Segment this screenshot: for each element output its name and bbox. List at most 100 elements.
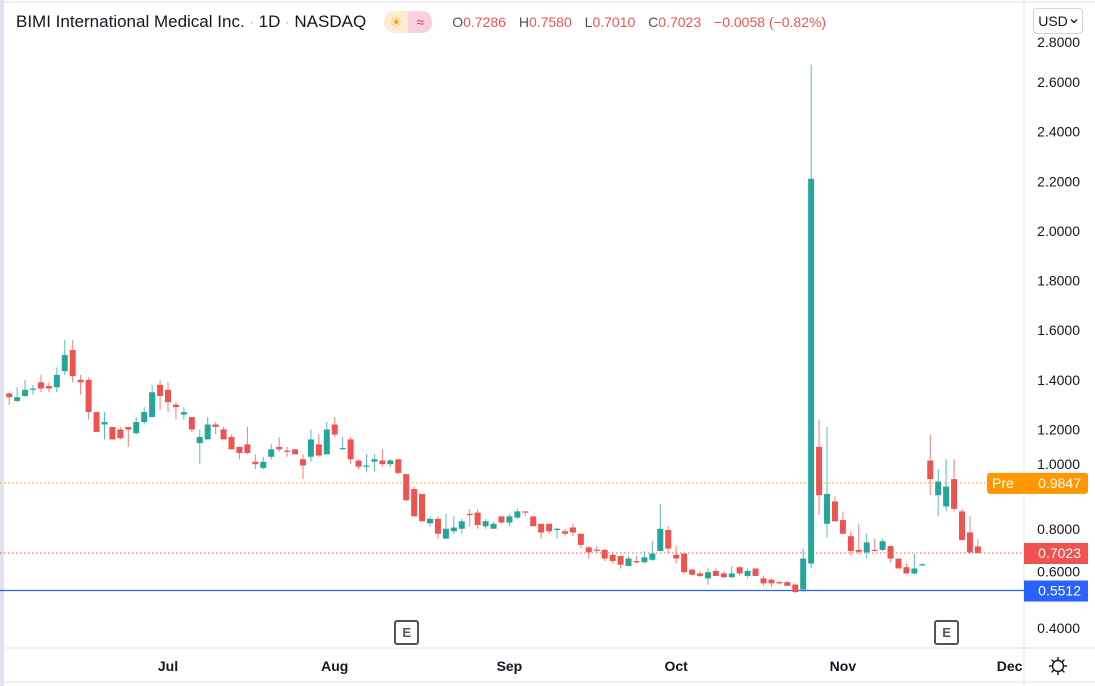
candle[interactable] [77, 374, 84, 395]
candle[interactable] [562, 528, 568, 537]
candle[interactable] [506, 513, 513, 527]
candle[interactable] [323, 422, 330, 455]
candle[interactable] [927, 434, 934, 496]
candle[interactable] [14, 387, 21, 403]
candle[interactable] [387, 459, 394, 467]
candle[interactable] [482, 518, 489, 529]
candle[interactable] [117, 426, 124, 440]
candle[interactable] [363, 454, 370, 472]
candle[interactable] [712, 568, 719, 576]
candle[interactable] [85, 377, 92, 420]
candle[interactable] [419, 494, 426, 522]
candle[interactable] [490, 521, 497, 529]
candle[interactable] [355, 459, 362, 470]
candle[interactable] [236, 446, 243, 460]
symbol-title[interactable]: BIMI International Medical Inc. [16, 12, 245, 31]
candle[interactable] [244, 426, 251, 455]
candle[interactable] [45, 382, 52, 393]
candle[interactable] [53, 367, 60, 393]
candle[interactable] [307, 429, 314, 462]
candle[interactable] [331, 417, 338, 437]
candle[interactable] [212, 422, 219, 435]
candle[interactable] [93, 412, 100, 432]
candle[interactable] [943, 459, 950, 512]
candle[interactable] [284, 446, 291, 457]
candle[interactable] [871, 538, 878, 552]
candle[interactable] [434, 516, 441, 539]
candle[interactable] [633, 556, 640, 564]
candle[interactable] [299, 454, 306, 480]
candle[interactable] [403, 474, 410, 502]
candle[interactable] [30, 384, 37, 395]
candle[interactable] [808, 64, 815, 569]
candle[interactable] [276, 436, 283, 452]
candle[interactable] [951, 459, 958, 512]
candle[interactable] [593, 546, 600, 554]
candle[interactable] [935, 469, 942, 517]
candle[interactable] [125, 426, 132, 447]
candle[interactable] [974, 539, 981, 554]
candle[interactable] [474, 508, 481, 529]
candle[interactable] [649, 541, 656, 562]
candle[interactable] [800, 548, 807, 593]
candle[interactable] [601, 548, 608, 562]
candle[interactable] [498, 516, 505, 524]
candle[interactable] [292, 449, 299, 455]
candle[interactable] [109, 426, 116, 440]
candle[interactable] [339, 436, 346, 450]
candle[interactable] [736, 565, 743, 576]
candle[interactable] [268, 444, 275, 460]
candle[interactable] [22, 379, 29, 398]
candle[interactable] [879, 538, 886, 552]
candle[interactable] [689, 568, 696, 576]
candle[interactable] [165, 382, 171, 413]
candle[interactable] [196, 429, 203, 465]
candle[interactable] [863, 533, 870, 559]
candle[interactable] [466, 508, 473, 527]
candle[interactable] [760, 575, 767, 586]
candle[interactable] [839, 511, 846, 534]
candle[interactable] [665, 526, 672, 554]
candle[interactable] [180, 407, 187, 420]
candle[interactable] [538, 523, 545, 539]
candle[interactable] [824, 426, 831, 538]
candle[interactable] [784, 580, 791, 586]
candle[interactable] [371, 454, 378, 472]
candle[interactable] [252, 454, 259, 470]
candle[interactable] [776, 580, 783, 585]
candle[interactable] [569, 523, 576, 537]
candle[interactable] [315, 434, 322, 457]
candle[interactable] [379, 449, 386, 467]
candle[interactable] [514, 508, 521, 519]
candle[interactable] [149, 384, 156, 418]
sun-icon[interactable]: ☀ [384, 11, 409, 33]
candle[interactable] [204, 417, 211, 440]
candle[interactable] [911, 553, 918, 575]
candle[interactable] [752, 568, 759, 576]
candle[interactable] [903, 563, 910, 574]
candle[interactable] [546, 523, 553, 534]
candle[interactable] [188, 417, 195, 432]
candle[interactable] [157, 379, 164, 410]
candle[interactable] [895, 558, 902, 569]
candle[interactable] [768, 578, 775, 588]
gear-icon[interactable] [1047, 655, 1069, 677]
candle[interactable] [855, 523, 862, 554]
candle[interactable] [744, 568, 751, 579]
candle[interactable] [673, 546, 680, 564]
earnings-marker[interactable]: E [394, 620, 420, 645]
candle[interactable] [681, 553, 688, 574]
candle[interactable] [959, 508, 965, 542]
candle[interactable] [522, 511, 529, 517]
approx-icon[interactable]: ≈ [408, 11, 433, 33]
candle[interactable] [69, 340, 76, 383]
candle[interactable] [141, 407, 148, 425]
earnings-marker[interactable]: E [934, 620, 960, 645]
candle[interactable] [554, 527, 561, 539]
candle[interactable] [530, 516, 537, 527]
candle[interactable] [704, 568, 711, 585]
candle[interactable] [617, 556, 624, 569]
candle[interactable] [442, 513, 449, 539]
candle[interactable] [228, 434, 235, 450]
